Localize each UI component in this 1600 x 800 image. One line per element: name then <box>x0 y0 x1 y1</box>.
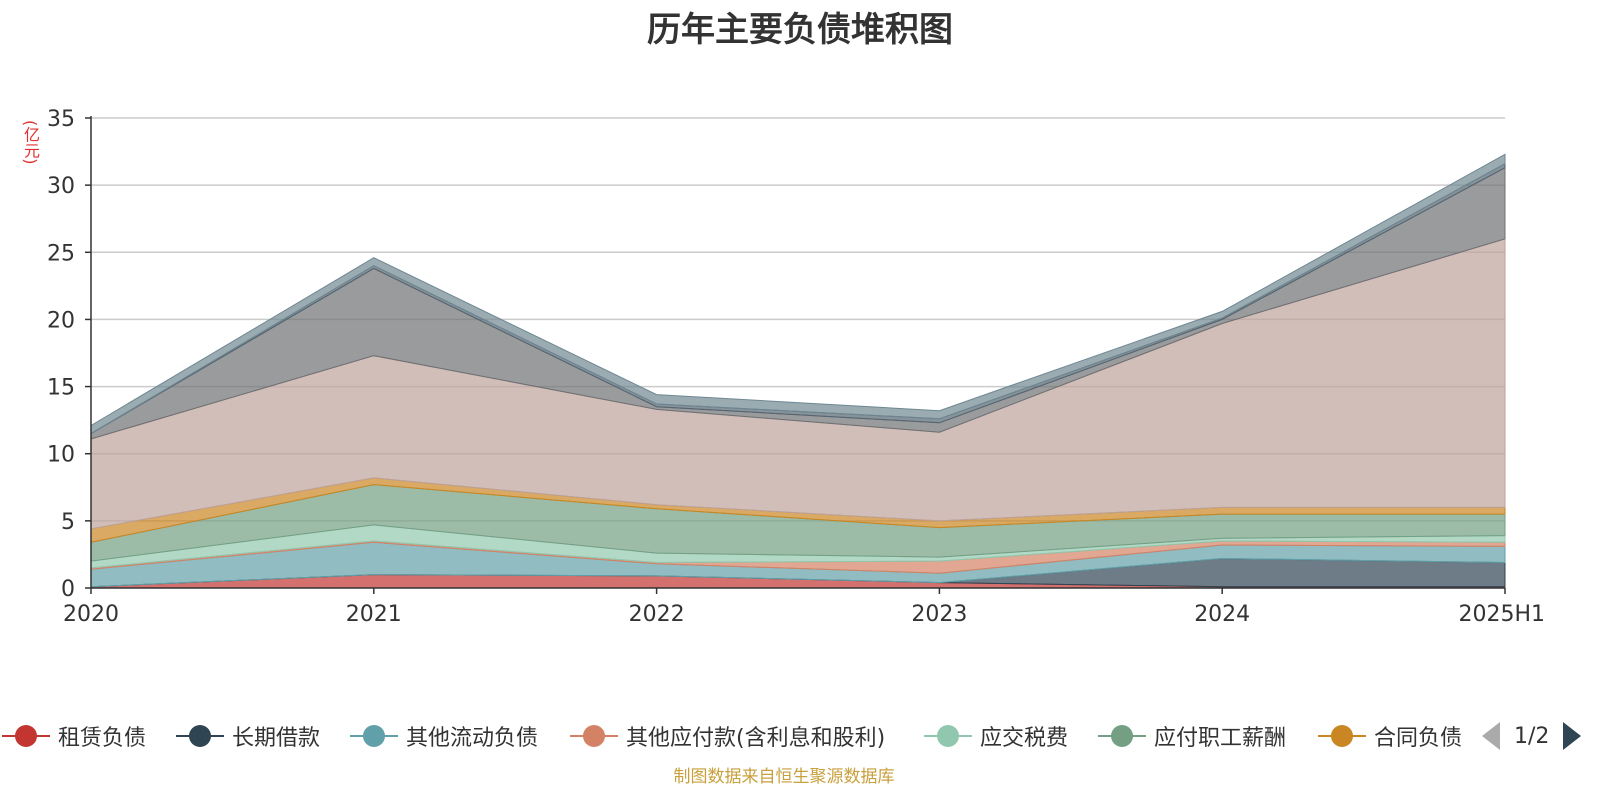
y-tick-label: 25 <box>47 241 75 266</box>
data-source-note: 制图数据来自恒生聚源数据库 <box>673 767 895 787</box>
legend-marker-icon <box>348 718 400 754</box>
legend-page-indicator: 1/2 <box>1514 723 1550 749</box>
y-tick-label: 35 <box>47 107 75 132</box>
legend-next-page-icon[interactable] <box>1563 722 1582 750</box>
legend-marker-icon <box>0 718 52 754</box>
x-tick-label: 2022 <box>629 602 685 627</box>
legend-item[interactable]: 其他应付款(含利息和股利) <box>568 718 885 754</box>
legend-items: 租赁负债 长期借款 其他流动负债 其他应付款(含利息和股利) 应交税费 应付职工薪酬 合同负… <box>0 718 1480 754</box>
x-tick-label: 2021 <box>346 602 402 627</box>
legend-marker-icon <box>568 718 620 754</box>
legend-item[interactable]: 合同负债 <box>1316 718 1462 754</box>
legend-marker-icon <box>922 718 974 754</box>
legend-label: 其他应付款(含利息和股利) <box>626 726 886 751</box>
legend-label: 长期借款 <box>232 726 321 751</box>
legend-label: 合同负债 <box>1374 726 1463 751</box>
x-tick-label: 2020 <box>63 602 119 627</box>
legend-label: 应付职工薪酬 <box>1154 726 1287 751</box>
y-tick-label: 15 <box>47 376 75 401</box>
legend-label: 租赁负债 <box>58 726 147 751</box>
legend-pager: 1/2 <box>1482 718 1582 754</box>
chart-title: 历年主要负债堆积图 <box>647 10 953 50</box>
x-tick-label: 2023 <box>911 602 967 627</box>
legend-prev-page-icon[interactable] <box>1482 722 1500 750</box>
legend-item[interactable]: 应付职工薪酬 <box>1096 718 1286 754</box>
y-tick-label: 0 <box>61 577 75 602</box>
y-axis-label: (亿元) <box>21 120 40 165</box>
y-tick-label: 30 <box>47 174 75 199</box>
legend-label: 应交税费 <box>980 726 1069 751</box>
axes: 0 5 10 15 20 25 30 35 2020 2021 2022 2023 2024 2025H1 <box>47 107 1545 627</box>
legend-label: 其他流动负债 <box>406 726 539 751</box>
y-tick-label: 20 <box>47 308 75 333</box>
legend: 租赁负债 长期借款 其他流动负债 其他应付款(含利息和股利) 应交税费 应付职工薪酬 合同负… <box>0 718 1600 754</box>
legend-marker-icon <box>1096 718 1148 754</box>
legend-marker-icon <box>1316 718 1368 754</box>
legend-item[interactable]: 应交税费 <box>922 718 1068 754</box>
legend-item[interactable]: 长期借款 <box>174 718 320 754</box>
legend-item[interactable]: 其他流动负债 <box>348 718 538 754</box>
area-series-10 <box>90 153 1506 435</box>
legend-marker-icon <box>174 718 226 754</box>
y-tick-label: 10 <box>47 443 75 468</box>
x-tick-label: 2025H1 <box>1458 602 1545 627</box>
legend-item[interactable]: 租赁负债 <box>0 718 146 754</box>
chart-plot: 0 5 10 15 20 25 30 35 2020 2021 2022 2023 2024 2025H1 <box>47 107 1545 627</box>
y-tick-label: 5 <box>61 510 75 535</box>
area-series <box>90 153 1506 589</box>
x-tick-label: 2024 <box>1194 602 1250 627</box>
